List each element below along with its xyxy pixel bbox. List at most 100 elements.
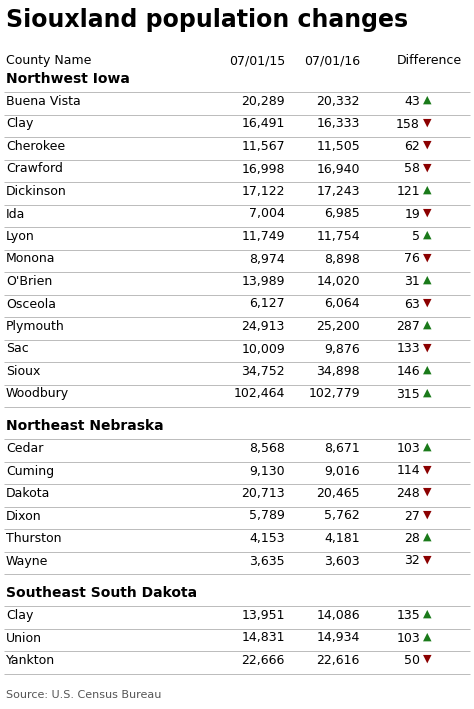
Text: 6,985: 6,985 <box>324 208 360 220</box>
Text: 6,127: 6,127 <box>249 298 285 311</box>
Text: ▼: ▼ <box>423 554 431 564</box>
Text: 5: 5 <box>412 230 420 243</box>
Text: 9,876: 9,876 <box>324 342 360 355</box>
Text: ▼: ▼ <box>423 464 431 474</box>
Text: 14,934: 14,934 <box>317 632 360 644</box>
Text: 58: 58 <box>404 162 420 176</box>
Text: 63: 63 <box>404 298 420 311</box>
Text: 16,940: 16,940 <box>317 162 360 176</box>
Text: Thurston: Thurston <box>6 532 62 545</box>
Text: Monona: Monona <box>6 252 55 265</box>
Text: Buena Vista: Buena Vista <box>6 95 81 108</box>
Text: 43: 43 <box>404 95 420 108</box>
Text: Cedar: Cedar <box>6 442 44 455</box>
Text: 19: 19 <box>404 208 420 220</box>
Text: 20,465: 20,465 <box>316 487 360 500</box>
Text: Ida: Ida <box>6 208 26 220</box>
Text: Cuming: Cuming <box>6 464 54 477</box>
Text: 14,086: 14,086 <box>316 609 360 622</box>
Text: ▼: ▼ <box>423 510 431 520</box>
Text: Source: U.S. Census Bureau: Source: U.S. Census Bureau <box>6 689 161 700</box>
Text: 8,974: 8,974 <box>249 252 285 265</box>
Text: Dixon: Dixon <box>6 510 42 523</box>
Text: 11,749: 11,749 <box>241 230 285 243</box>
Text: 133: 133 <box>396 342 420 355</box>
Text: ▼: ▼ <box>423 208 431 218</box>
Text: 16,998: 16,998 <box>241 162 285 176</box>
Text: 07/01/15: 07/01/15 <box>229 54 285 67</box>
Text: Yankton: Yankton <box>6 654 55 667</box>
Text: 25,200: 25,200 <box>316 320 360 333</box>
Text: 4,153: 4,153 <box>249 532 285 545</box>
Text: ▲: ▲ <box>423 388 431 398</box>
Text: 10,009: 10,009 <box>241 342 285 355</box>
Text: Southeast South Dakota: Southeast South Dakota <box>6 586 197 600</box>
Text: 7,004: 7,004 <box>249 208 285 220</box>
Text: 20,332: 20,332 <box>317 95 360 108</box>
Text: ▼: ▼ <box>423 118 431 128</box>
Text: ▲: ▲ <box>423 275 431 285</box>
Text: Plymouth: Plymouth <box>6 320 65 333</box>
Text: Union: Union <box>6 632 42 644</box>
Text: ▼: ▼ <box>423 342 431 352</box>
Text: ▲: ▲ <box>423 632 431 642</box>
Text: 22,666: 22,666 <box>242 654 285 667</box>
Text: 4,181: 4,181 <box>324 532 360 545</box>
Text: 5,789: 5,789 <box>249 510 285 523</box>
Text: Siouxland population changes: Siouxland population changes <box>6 8 408 32</box>
Text: ▲: ▲ <box>423 320 431 330</box>
Text: Sac: Sac <box>6 342 29 355</box>
Text: 31: 31 <box>404 275 420 288</box>
Text: 6,064: 6,064 <box>324 298 360 311</box>
Text: 11,505: 11,505 <box>316 140 360 153</box>
Text: 76: 76 <box>404 252 420 265</box>
Text: Cherokee: Cherokee <box>6 140 65 153</box>
Text: ▼: ▼ <box>423 252 431 262</box>
Text: ▲: ▲ <box>423 532 431 542</box>
Text: 32: 32 <box>404 554 420 567</box>
Text: ▲: ▲ <box>423 185 431 195</box>
Text: ▼: ▼ <box>423 162 431 172</box>
Text: Crawford: Crawford <box>6 162 63 176</box>
Text: Lyon: Lyon <box>6 230 35 243</box>
Text: ▼: ▼ <box>423 654 431 664</box>
Text: 34,898: 34,898 <box>316 365 360 378</box>
Text: 13,951: 13,951 <box>241 609 285 622</box>
Text: 287: 287 <box>396 320 420 333</box>
Text: 135: 135 <box>396 609 420 622</box>
Text: ▲: ▲ <box>423 442 431 452</box>
Text: 17,122: 17,122 <box>241 185 285 198</box>
Text: 114: 114 <box>396 464 420 477</box>
Text: 28: 28 <box>404 532 420 545</box>
Text: ▼: ▼ <box>423 298 431 308</box>
Text: 8,898: 8,898 <box>324 252 360 265</box>
Text: 102,464: 102,464 <box>234 388 285 401</box>
Text: Dakota: Dakota <box>6 487 50 500</box>
Text: ▲: ▲ <box>423 609 431 619</box>
Text: ▲: ▲ <box>423 365 431 375</box>
Text: 20,289: 20,289 <box>241 95 285 108</box>
Text: 50: 50 <box>404 654 420 667</box>
Text: County Name: County Name <box>6 54 91 67</box>
Text: 34,752: 34,752 <box>241 365 285 378</box>
Text: ▲: ▲ <box>423 230 431 240</box>
Text: 103: 103 <box>396 442 420 455</box>
Text: 11,567: 11,567 <box>241 140 285 153</box>
Text: ▼: ▼ <box>423 140 431 150</box>
Text: Clay: Clay <box>6 118 33 130</box>
Text: 9,016: 9,016 <box>324 464 360 477</box>
Text: O'Brien: O'Brien <box>6 275 52 288</box>
Text: 121: 121 <box>396 185 420 198</box>
Text: 07/01/16: 07/01/16 <box>304 54 360 67</box>
Text: 24,913: 24,913 <box>242 320 285 333</box>
Text: 22,616: 22,616 <box>317 654 360 667</box>
Text: 8,568: 8,568 <box>249 442 285 455</box>
Text: 5,762: 5,762 <box>324 510 360 523</box>
Text: Clay: Clay <box>6 609 33 622</box>
Text: 158: 158 <box>396 118 420 130</box>
Text: 9,130: 9,130 <box>249 464 285 477</box>
Text: 315: 315 <box>396 388 420 401</box>
Text: 102,779: 102,779 <box>309 388 360 401</box>
Text: ▲: ▲ <box>423 95 431 105</box>
Text: Northwest Iowa: Northwest Iowa <box>6 72 130 86</box>
